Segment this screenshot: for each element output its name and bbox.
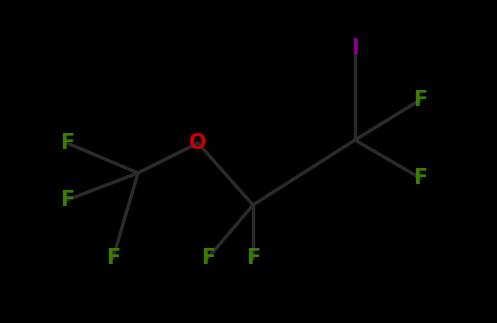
Text: F: F bbox=[60, 190, 74, 210]
Text: O: O bbox=[189, 133, 207, 153]
Text: F: F bbox=[413, 90, 427, 110]
Text: F: F bbox=[246, 248, 260, 268]
Text: F: F bbox=[106, 248, 120, 268]
Text: I: I bbox=[351, 38, 359, 58]
Text: F: F bbox=[413, 168, 427, 188]
Text: F: F bbox=[201, 248, 215, 268]
Text: F: F bbox=[60, 133, 74, 153]
